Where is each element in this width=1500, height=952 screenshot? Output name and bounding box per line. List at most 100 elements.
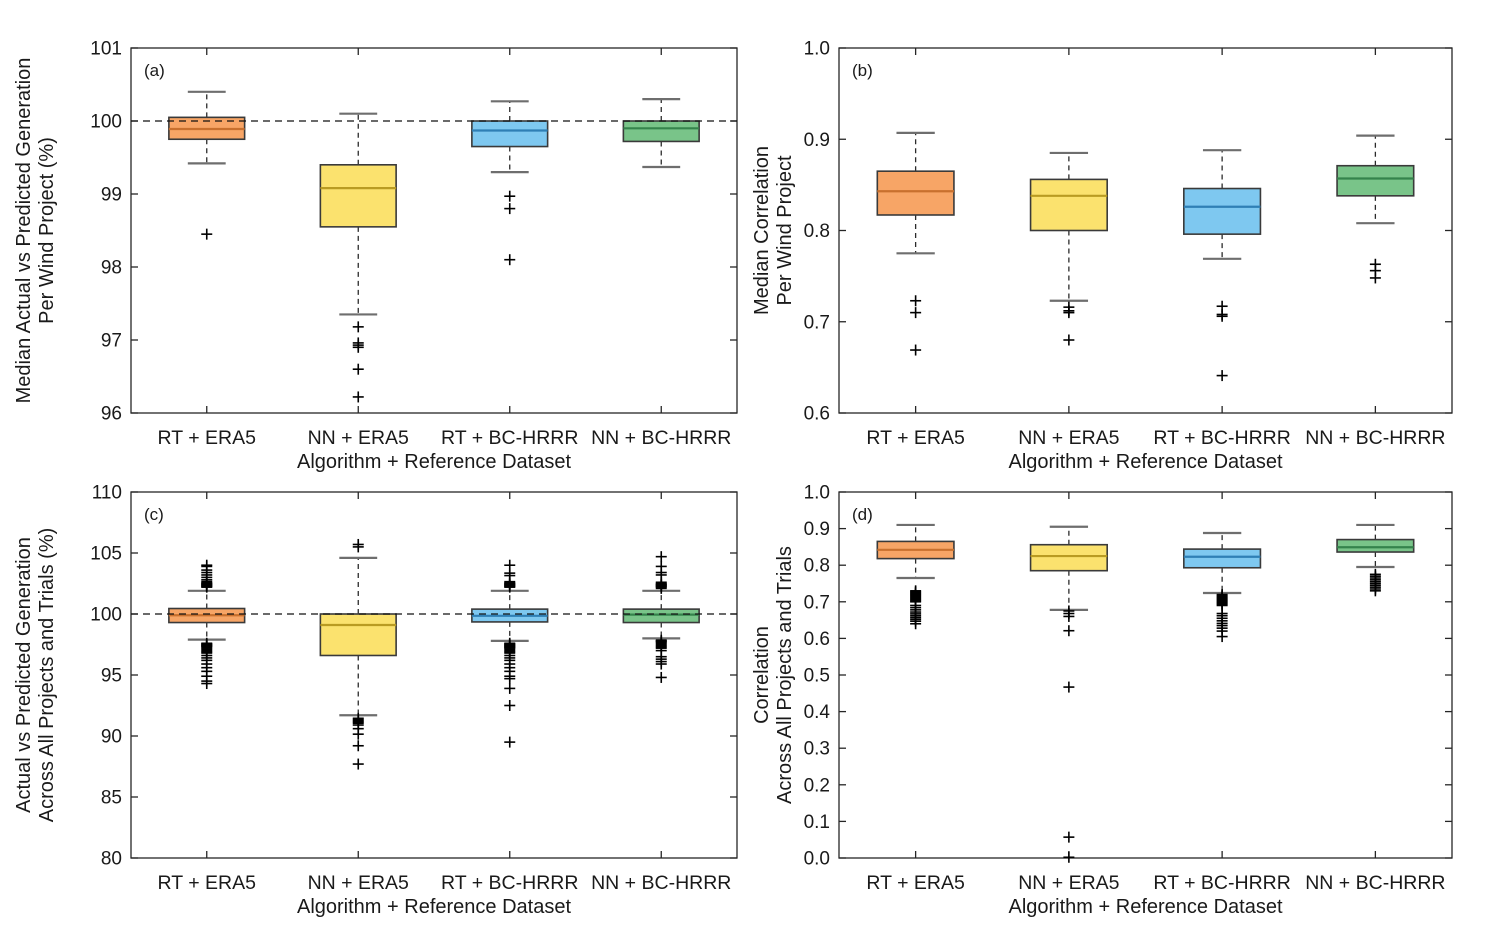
axes-frame: [130, 491, 738, 859]
panel-letter: (c): [144, 505, 164, 524]
outlier-marker: [201, 228, 213, 240]
box-group-rt-bc-hrrr: [471, 589, 549, 642]
y-tick-label-110: 110: [92, 483, 122, 504]
subplot-b: 0.6 0.7 0.8 0.9 1.0 RT + ERA5 NN + ERA5 RT + BC…: [751, 39, 1453, 473]
iqr-box: [1029, 543, 1108, 572]
outliers-nn-era5: [352, 321, 364, 403]
y-tick-label-0.6: 0.6: [804, 629, 830, 650]
y-tick-label-0.5: 0.5: [804, 666, 830, 687]
outlier-marker: [1216, 310, 1228, 322]
iqr-box: [1029, 178, 1108, 232]
y-tick-label-0.9: 0.9: [804, 519, 830, 540]
y-tick-label-0.4: 0.4: [804, 702, 831, 723]
outlier-marker: [201, 678, 213, 690]
outlier-marker: [352, 391, 364, 403]
iqr-box: [319, 164, 397, 228]
outlier-marker: [1369, 272, 1381, 284]
outlier-marker: [1369, 585, 1381, 597]
y-tick-label-100: 100: [90, 112, 122, 133]
outlier-marker: [504, 700, 516, 711]
iqr-box: [1183, 548, 1262, 569]
outlier-marker: [201, 581, 213, 593]
y-tick-label-0.3: 0.3: [804, 739, 830, 760]
outlier-marker: [504, 673, 516, 685]
x-axis-label: Algorithm + Reference Dataset: [1008, 451, 1282, 473]
outlier-marker: [352, 541, 364, 553]
outlier-marker: [1063, 681, 1075, 693]
category-label-rt-era5: RT + ERA5: [158, 872, 257, 894]
category-label-nn-era5: NN + ERA5: [308, 427, 409, 449]
y-tick-label-97: 97: [101, 331, 122, 352]
y-tick-label-95: 95: [101, 666, 122, 687]
outliers-rt-era5: [910, 585, 922, 630]
outlier-marker: [504, 254, 516, 266]
x-axis-label: Algorithm + Reference Dataset: [297, 896, 571, 918]
outliers-nn-bc-hrrr: [1369, 568, 1381, 597]
iqr-box: [622, 120, 700, 143]
outlier-marker: [910, 295, 922, 307]
x-axis-label: Algorithm + Reference Dataset: [1008, 896, 1282, 918]
y-axis-label-line2: Across All Projects and Trials (%): [36, 528, 58, 823]
y-axis-label-line1: Median Actual vs Predicted Generation: [13, 58, 35, 404]
box-group-nn-bc-hrrr: [1336, 134, 1415, 225]
outlier-marker: [352, 740, 364, 752]
category-label-nn-bc-hrrr: NN + BC-HRRR: [1305, 872, 1445, 894]
outlier-marker: [352, 321, 364, 333]
outlier-marker: [1063, 334, 1075, 346]
category-label-nn-bc-hrrr: NN + BC-HRRR: [1305, 427, 1445, 449]
outlier-marker: [352, 758, 364, 770]
box-group-nn-era5: [1029, 151, 1108, 302]
outlier-marker: [1063, 610, 1075, 622]
category-label-nn-era5: NN + ERA5: [1018, 872, 1119, 894]
iqr-box: [1336, 538, 1415, 553]
iqr-box: [622, 608, 700, 624]
y-axis-label-line1: Actual vs Predicted Generation: [13, 537, 35, 813]
outliers-nn-era5: [1063, 301, 1075, 346]
axes-frame: [130, 47, 738, 414]
category-label-nn-bc-hrrr: NN + BC-HRRR: [591, 427, 731, 449]
outliers-rt-era5: [910, 295, 922, 356]
panel-letter: (d): [852, 505, 873, 524]
outlier-marker: [1216, 370, 1228, 382]
y-tick-label-80: 80: [101, 849, 122, 870]
y-tick-label-0.1: 0.1: [804, 812, 830, 833]
box-group-nn-bc-hrrr: [622, 97, 700, 169]
outlier-marker: [910, 307, 922, 319]
box-group-rt-bc-hrrr: [1183, 149, 1262, 260]
category-label-nn-era5: NN + ERA5: [1018, 427, 1119, 449]
y-tick-label-0.8: 0.8: [804, 556, 830, 577]
outliers-rt-bc-hrrr: [504, 190, 516, 266]
y-axis-label-line2: Across All Projects and Trials: [774, 546, 796, 804]
outlier-marker: [504, 682, 516, 694]
outliers-nn-era5: [352, 538, 364, 770]
panel-letter: (b): [852, 61, 873, 80]
outlier-marker: [655, 658, 667, 670]
y-tick-label-90: 90: [101, 727, 122, 748]
outliers-rt-bc-hrrr: [1216, 588, 1228, 643]
outliers-nn-era5: [1063, 605, 1075, 863]
axes-frame: [838, 47, 1453, 414]
outlier-marker: [655, 582, 667, 594]
outlier-marker: [655, 551, 667, 563]
outlier-marker: [1063, 307, 1075, 319]
box-group-nn-bc-hrrr: [1336, 523, 1415, 569]
outlier-marker: [1063, 831, 1075, 843]
box-group-nn-era5: [1029, 525, 1108, 611]
iqr-box: [319, 613, 397, 657]
outlier-marker: [910, 618, 922, 630]
y-tick-label-98: 98: [101, 258, 122, 279]
iqr-box: [1336, 164, 1415, 197]
outlier-marker: [504, 581, 516, 593]
iqr-box: [876, 170, 955, 216]
y-axis-label-line1: Median Correlation: [751, 146, 773, 315]
box-group-rt-bc-hrrr: [471, 100, 549, 174]
box-group-rt-era5: [168, 90, 246, 165]
category-label-rt-bc-hrrr: RT + BC-HRRR: [441, 872, 578, 894]
iqr-box: [1183, 187, 1262, 235]
y-tick-label-1.0: 1.0: [804, 39, 830, 60]
iqr-box: [471, 120, 549, 148]
y-axis-label-line1: Correlation: [751, 626, 773, 724]
category-label-rt-bc-hrrr: RT + BC-HRRR: [441, 427, 578, 449]
y-tick-label-96: 96: [101, 404, 122, 425]
